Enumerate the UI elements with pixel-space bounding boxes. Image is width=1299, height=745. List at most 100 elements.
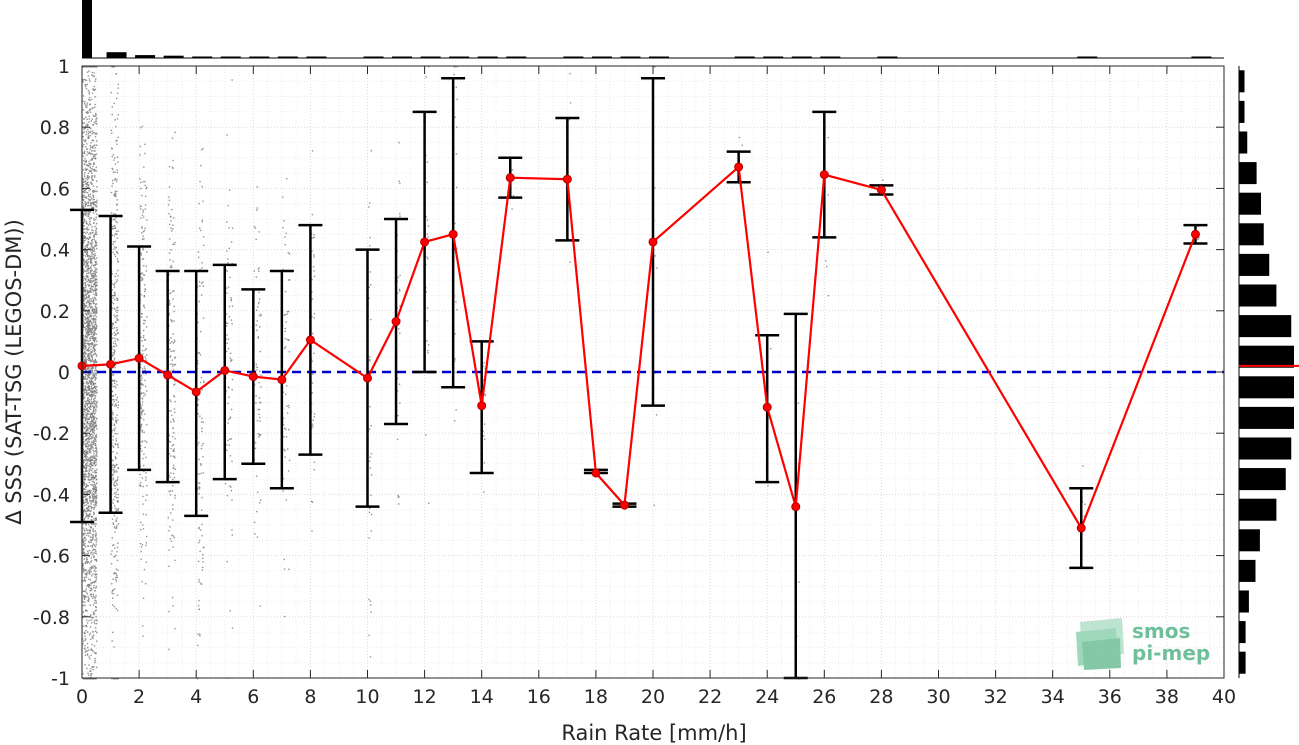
scatter-point bbox=[173, 455, 176, 458]
scatter-point bbox=[90, 217, 93, 219]
scatter-point bbox=[85, 417, 87, 420]
scatter-point bbox=[90, 571, 92, 573]
scatter-point bbox=[88, 109, 91, 112]
scatter-point bbox=[84, 433, 87, 436]
scatter-point bbox=[88, 299, 91, 301]
scatter-point bbox=[86, 400, 89, 402]
scatter-point bbox=[82, 643, 84, 645]
scatter-point bbox=[84, 601, 86, 604]
scatter-point bbox=[114, 226, 117, 229]
scatter-point bbox=[84, 478, 86, 480]
scatter-point bbox=[116, 199, 119, 201]
scatter-point bbox=[83, 615, 86, 617]
scatter-point bbox=[90, 120, 93, 122]
scatter-point bbox=[89, 435, 91, 437]
scatter-point bbox=[87, 509, 89, 511]
scatter-point bbox=[94, 289, 97, 291]
scatter-point bbox=[86, 183, 88, 186]
scatter-point bbox=[142, 249, 144, 251]
scatter-point bbox=[285, 177, 288, 180]
scatter-point bbox=[92, 486, 95, 488]
scatter-point bbox=[112, 66, 115, 68]
scatter-point bbox=[311, 298, 314, 300]
scatter-point bbox=[111, 550, 113, 552]
scatter-point bbox=[111, 327, 114, 330]
scatter-point bbox=[199, 354, 202, 356]
scatter-point bbox=[91, 232, 93, 234]
scatter-point bbox=[84, 504, 86, 507]
scatter-point bbox=[88, 479, 91, 481]
scatter-point bbox=[141, 382, 143, 385]
scatter-point bbox=[88, 324, 90, 327]
scatter-point bbox=[115, 470, 117, 472]
scatter-point bbox=[83, 352, 86, 354]
x-tick-label: 14 bbox=[470, 686, 494, 708]
scatter-point bbox=[87, 128, 89, 131]
scatter-point bbox=[82, 376, 85, 378]
scatter-point bbox=[85, 146, 87, 148]
scatter-point bbox=[95, 424, 98, 426]
scatter-point bbox=[93, 145, 95, 147]
scatter-point bbox=[144, 184, 146, 187]
scatter-point bbox=[426, 307, 429, 309]
scatter-point bbox=[84, 644, 86, 647]
scatter-point bbox=[288, 428, 290, 431]
scatter-point bbox=[84, 239, 86, 242]
scatter-point bbox=[117, 306, 119, 308]
scatter-point bbox=[259, 350, 261, 353]
scatter-point bbox=[89, 111, 92, 113]
scatter-point bbox=[170, 265, 172, 267]
scatter-point bbox=[87, 515, 90, 518]
scatter-point bbox=[86, 355, 89, 358]
scatter-point bbox=[89, 223, 92, 226]
scatter-point bbox=[227, 439, 229, 442]
scatter-point bbox=[83, 143, 85, 146]
scatter-point bbox=[397, 496, 399, 499]
scatter-point bbox=[94, 599, 96, 601]
scatter-point bbox=[256, 309, 258, 312]
scatter-point bbox=[90, 258, 92, 260]
scatter-point bbox=[260, 315, 262, 317]
scatter-point bbox=[287, 404, 290, 407]
scatter-point bbox=[89, 632, 92, 635]
scatter-point bbox=[86, 311, 89, 313]
scatter-point bbox=[114, 218, 116, 221]
scatter-point bbox=[82, 181, 85, 183]
scatter-point bbox=[91, 358, 94, 361]
scatter-point bbox=[85, 133, 88, 136]
scatter-point bbox=[86, 378, 88, 381]
scatter-point bbox=[370, 452, 373, 455]
scatter-point bbox=[91, 377, 93, 380]
scatter-point bbox=[114, 487, 117, 490]
scatter-point bbox=[88, 379, 91, 382]
scatter-point bbox=[145, 358, 147, 360]
scatter-point bbox=[91, 360, 94, 362]
scatter-point bbox=[116, 169, 118, 171]
scatter-point bbox=[82, 122, 84, 124]
scatter-point bbox=[114, 394, 117, 396]
scatter-point bbox=[95, 118, 97, 120]
scatter-point bbox=[90, 561, 92, 563]
scatter-point bbox=[113, 492, 116, 494]
scatter-point bbox=[169, 494, 172, 496]
scatter-point bbox=[91, 249, 93, 251]
scatter-point bbox=[90, 619, 93, 621]
scatter-point bbox=[140, 181, 142, 184]
scatter-point bbox=[88, 359, 90, 362]
scatter-point bbox=[172, 508, 174, 510]
scatter-point bbox=[283, 436, 285, 438]
scatter-point bbox=[96, 133, 98, 135]
scatter-point bbox=[254, 533, 256, 535]
scatter-point bbox=[283, 615, 286, 618]
scatter-point bbox=[146, 494, 148, 496]
scatter-point bbox=[82, 206, 84, 208]
scatter-point bbox=[116, 463, 118, 466]
y-tick-label: 1 bbox=[58, 56, 70, 78]
scatter-point bbox=[82, 625, 85, 627]
scatter-point bbox=[91, 441, 93, 443]
scatter-point bbox=[116, 139, 118, 142]
scatter-point bbox=[86, 667, 88, 670]
scatter-point bbox=[140, 272, 143, 275]
scatter-point bbox=[169, 266, 172, 269]
scatter-point bbox=[198, 608, 200, 610]
